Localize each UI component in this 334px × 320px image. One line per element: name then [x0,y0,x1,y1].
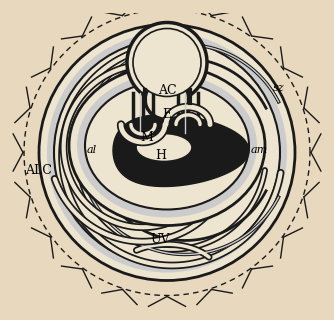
Circle shape [47,33,287,273]
Circle shape [39,25,295,281]
Text: ALC: ALC [25,164,52,177]
Ellipse shape [145,79,189,119]
Circle shape [127,22,207,102]
Ellipse shape [69,66,265,226]
Ellipse shape [136,133,192,162]
Text: AC: AC [158,84,176,97]
Text: am: am [250,145,268,155]
Ellipse shape [77,74,257,218]
Text: UV: UV [151,233,170,246]
Text: sz: sz [273,83,285,93]
Text: al: al [87,145,97,155]
Text: M: M [141,132,153,144]
Polygon shape [113,115,249,187]
Circle shape [133,28,201,97]
Text: H: H [155,149,166,162]
Circle shape [54,39,280,266]
Ellipse shape [85,82,249,210]
Text: E: E [162,108,172,121]
